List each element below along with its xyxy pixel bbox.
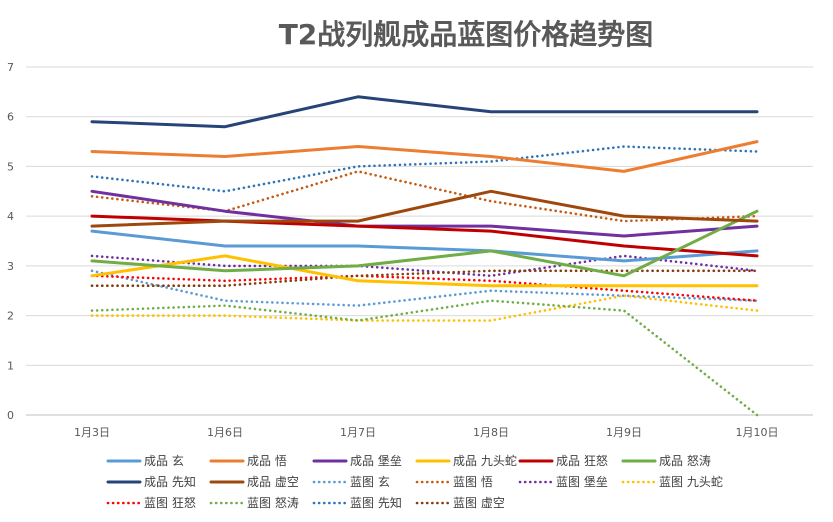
series-line — [90, 299, 759, 417]
series-line — [90, 189, 759, 238]
x-tick-label: 1月8日 — [473, 426, 509, 439]
y-tick-label: 0 — [7, 409, 14, 422]
x-tick-label: 1月3日 — [74, 426, 110, 439]
series-line — [90, 95, 759, 129]
legend-label: 成品 九头蛇 — [453, 453, 517, 468]
legend-label: 蓝图 狂怒 — [144, 495, 196, 510]
series-line — [90, 140, 759, 173]
series-line — [90, 145, 759, 193]
legend-label: 成品 堡垒 — [350, 453, 402, 468]
legend-label: 蓝图 九头蛇 — [659, 474, 723, 489]
y-tick-label: 5 — [7, 160, 14, 173]
legend-label: 成品 先知 — [144, 475, 196, 489]
x-axis-ticks: 1月3日 1月6日 1月7日 1月8日 1月9日 1月10日 — [74, 426, 779, 439]
legend-label: 蓝图 怒涛 — [247, 495, 299, 510]
series-line — [90, 269, 759, 288]
legend-label: 蓝图 先知 — [350, 496, 402, 510]
series-lines — [90, 95, 759, 417]
x-tick-label: 1月10日 — [736, 426, 779, 439]
legend-label: 成品 怒涛 — [659, 453, 711, 468]
series-line — [90, 269, 759, 307]
chart-title: T2战列舰成品蓝图价格趋势图 — [279, 18, 654, 51]
legend-label: 蓝图 悟 — [453, 474, 493, 489]
legend-label: 成品 狂怒 — [556, 453, 608, 468]
series-line — [90, 274, 759, 303]
x-tick-label: 1月9日 — [606, 426, 642, 439]
y-tick-label: 1 — [7, 359, 14, 372]
legend-label: 成品 玄 — [144, 453, 184, 468]
legend-label: 蓝图 堡垒 — [556, 474, 608, 489]
series-line — [90, 254, 759, 288]
legend: 成品 玄成品 悟成品 堡垒 成品 九头蛇 成品 狂怒 成品 怒涛成品 先知 成品 虚空蓝… — [106, 453, 723, 510]
series-line — [90, 189, 759, 228]
y-tick-label: 7 — [7, 61, 14, 74]
y-axis-ticks: 0 1 2 3 4 5 6 7 — [7, 61, 14, 422]
y-tick-label: 6 — [7, 111, 14, 124]
series-line — [90, 209, 759, 278]
series-line — [90, 294, 759, 322]
legend-label: 成品 虚空 — [247, 475, 299, 489]
legend-label: 成品 悟 — [247, 453, 287, 468]
legend-label: 蓝图 玄 — [350, 474, 390, 489]
y-tick-label: 3 — [7, 260, 14, 273]
series-line — [90, 214, 759, 258]
legend-label: 蓝图 虚空 — [453, 496, 505, 510]
y-tick-label: 4 — [7, 210, 14, 223]
series-line — [90, 229, 759, 263]
series-line — [90, 170, 759, 223]
x-tick-label: 1月6日 — [207, 426, 243, 439]
x-tick-label: 1月7日 — [340, 426, 376, 439]
y-tick-label: 2 — [7, 310, 14, 323]
